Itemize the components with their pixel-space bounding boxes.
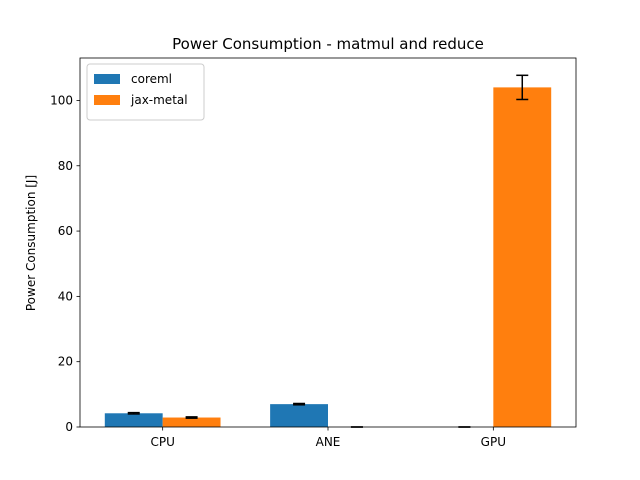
- bar-jax-metal-CPU: [162, 417, 221, 427]
- chart-title: Power Consumption - matmul and reduce: [172, 35, 484, 53]
- error-bars-group: [127, 74, 529, 428]
- x-tick-label: ANE: [316, 435, 341, 449]
- x-tick-label: CPU: [150, 435, 174, 449]
- x-axis-ticks: CPU ANE GPU: [150, 427, 506, 449]
- legend-swatch-jax-metal: [94, 95, 120, 105]
- y-tick-label: 100: [50, 93, 73, 107]
- y-tick-label: 60: [58, 224, 73, 238]
- y-tick-label: 40: [58, 289, 73, 303]
- legend-label-coreml: coreml: [131, 72, 172, 86]
- error-bar-coreml-ANE: [293, 402, 306, 406]
- bar-jax-metal-GPU: [493, 87, 552, 428]
- y-axis-label: Power Consumption [J]: [24, 175, 38, 311]
- legend-label-jax-metal: jax-metal: [130, 93, 188, 107]
- bar-coreml-ANE: [270, 404, 328, 427]
- error-bar-jax-metal-GPU: [516, 74, 529, 101]
- y-tick-label: 0: [65, 420, 73, 434]
- y-tick-label: 20: [58, 355, 73, 369]
- y-axis-ticks: 0 20 40 60 80 100: [50, 93, 80, 434]
- y-tick-label: 80: [58, 159, 73, 173]
- x-tick-label: GPU: [481, 435, 506, 449]
- error-bar-coreml-CPU: [127, 411, 140, 415]
- bar-coreml-CPU: [104, 413, 163, 427]
- legend: coreml jax-metal: [86, 63, 205, 121]
- bars-group: [104, 87, 552, 428]
- error-bar-jax-metal-CPU: [185, 416, 198, 419]
- legend-swatch-coreml: [94, 74, 120, 84]
